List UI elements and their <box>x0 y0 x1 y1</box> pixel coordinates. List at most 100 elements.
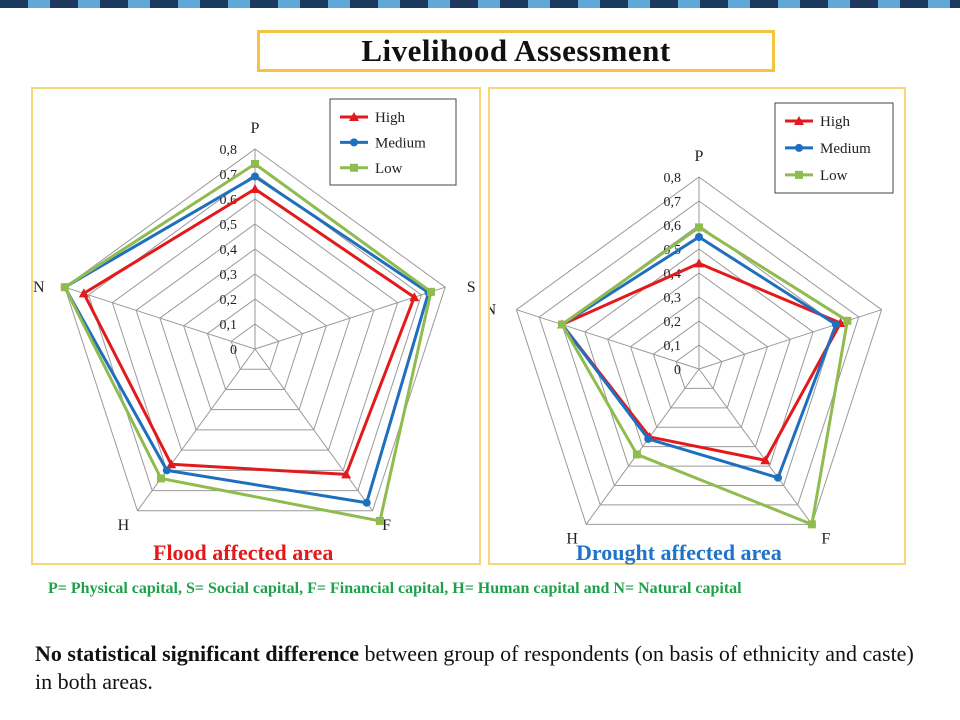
top-bar-segment <box>228 0 250 8</box>
legend-marker-medium <box>795 143 803 152</box>
series-line-low <box>560 225 849 526</box>
page-title: Livelihood Assessment <box>361 33 671 68</box>
grid-ring <box>675 344 723 389</box>
radial-tick-label: 0,6 <box>664 219 682 234</box>
data-point-high <box>166 459 177 469</box>
drought-area-caption: Drought affected area <box>576 540 782 565</box>
data-point-high <box>409 292 420 302</box>
grid-spoke <box>585 368 700 525</box>
radial-tick-label: 0,4 <box>220 243 238 258</box>
category-label-H: H <box>566 530 578 547</box>
data-point-low <box>695 223 703 232</box>
data-point-medium <box>695 233 703 241</box>
data-point-low <box>60 283 69 292</box>
radial-tick-label: 0,5 <box>220 218 238 233</box>
category-label-H: H <box>118 517 130 534</box>
flood-area-caption: Flood affected area <box>153 540 334 565</box>
top-bar-segment <box>878 0 900 8</box>
series-line-medium <box>63 175 431 505</box>
data-point-medium <box>773 473 782 482</box>
top-bar-segment <box>528 0 550 8</box>
flood-radar-chart: 00,10,20,30,40,50,60,70,8PSFHNHighMedium… <box>33 98 476 534</box>
top-bar-segment <box>678 0 700 8</box>
category-label-N: N <box>33 279 45 296</box>
category-label-S: S <box>903 302 904 319</box>
radial-tick-label: 0,5 <box>664 243 682 258</box>
grid-spoke <box>254 286 446 350</box>
data-point-low <box>843 316 852 325</box>
top-bar-segment <box>828 0 850 8</box>
data-point-high <box>78 288 89 298</box>
data-point-medium <box>162 466 171 475</box>
data-point-low <box>558 320 567 329</box>
radial-tick-label: 0,1 <box>664 339 682 354</box>
grid-ring <box>584 248 814 467</box>
top-bar-segment <box>928 0 950 8</box>
legend-marker-low <box>795 170 803 179</box>
conclusion-text: No statistical significant difference be… <box>35 640 935 696</box>
radial-tick-label: 0,2 <box>220 293 238 308</box>
legend-marker-medium <box>350 138 358 147</box>
series-line-low <box>63 162 433 523</box>
top-bar-segment <box>278 0 300 8</box>
radial-tick-label: 0,8 <box>664 171 682 186</box>
top-bar-segment <box>478 0 500 8</box>
grid-ring <box>629 296 769 428</box>
radial-tick-label: 0,7 <box>664 195 682 210</box>
grid-spoke <box>64 286 256 350</box>
title-box: Livelihood Assessment <box>257 30 775 72</box>
grid-spoke <box>698 309 882 370</box>
radial-tick-label: 0,8 <box>220 143 238 158</box>
grid-spoke <box>254 348 373 512</box>
grid-ring <box>159 248 351 431</box>
legend-label-medium: Medium <box>375 135 426 151</box>
grid-ring <box>515 176 883 525</box>
top-bar-segment <box>778 0 800 8</box>
drought-radar-chart: 00,10,20,30,40,50,60,70,8PSFHNHighMedium… <box>490 102 904 547</box>
top-bar-segment <box>28 0 50 8</box>
data-point-medium <box>644 434 653 443</box>
legend-marker-high <box>349 112 359 121</box>
top-bar-segment <box>328 0 350 8</box>
grid-ring <box>183 273 327 411</box>
data-point-low <box>807 520 816 529</box>
radial-tick-label: 0 <box>674 363 681 378</box>
top-bar-segment <box>428 0 450 8</box>
category-label-N: N <box>490 302 497 319</box>
top-bar-segment <box>178 0 200 8</box>
data-point-low <box>632 450 641 459</box>
category-label-P: P <box>695 148 704 165</box>
conclusion-bold: No statistical significant difference <box>35 641 360 666</box>
legend-label-high: High <box>375 110 406 126</box>
data-point-high <box>760 455 771 465</box>
series-line-high <box>82 187 416 476</box>
grid-ring <box>652 320 746 409</box>
grid-ring <box>206 298 304 390</box>
legend-label-high: High <box>820 114 851 130</box>
radial-tick-label: 0,1 <box>220 318 238 333</box>
data-point-medium <box>831 320 840 329</box>
grid-spoke <box>698 368 813 525</box>
category-label-P: P <box>251 120 260 137</box>
data-point-low <box>375 516 384 525</box>
data-point-medium <box>362 498 371 507</box>
grid-ring <box>230 323 280 370</box>
category-label-F: F <box>382 517 391 534</box>
top-bar-segment <box>78 0 100 8</box>
flood-chart-panel: 0 0,1 0,2 0,3 0,4 0,5 0,6 0,7 0,8 P S F H N High Medium… <box>31 87 481 565</box>
top-bar-segment <box>578 0 600 8</box>
legend-label-medium: Medium <box>820 141 871 157</box>
data-point-high <box>694 258 704 268</box>
drought-chart-panel: 00,10,20,30,40,50,60,70,8PSFHNHighMedium… <box>488 87 906 565</box>
category-label-S: S <box>467 279 476 296</box>
legend-label-low: Low <box>820 168 848 184</box>
radial-tick-label: 0 <box>230 343 237 358</box>
radial-tick-label: 0,2 <box>664 315 682 330</box>
grid-spoke <box>137 348 256 512</box>
conclusion-rest: between group of respondents (on basis o… <box>35 641 914 694</box>
grid-ring <box>64 148 446 512</box>
data-point-high <box>341 469 352 479</box>
capital-legend-note: P= Physical capital, S= Social capital, … <box>48 580 742 597</box>
data-point-low <box>156 474 165 483</box>
data-point-low <box>251 160 259 168</box>
